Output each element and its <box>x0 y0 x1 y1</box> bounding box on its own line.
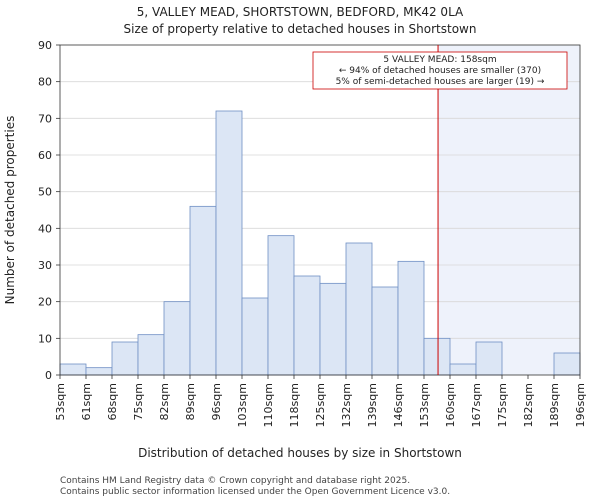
bar-82sqm <box>163 301 191 376</box>
y-tick-label: 10 <box>38 332 52 345</box>
bar-160sqm <box>449 363 477 376</box>
x-tick-label: 160sqm <box>444 383 457 427</box>
y-axis-label: Number of detached properties <box>3 116 17 305</box>
bar-68sqm <box>111 341 139 376</box>
bar-132sqm <box>345 242 373 376</box>
y-ticks: 0 10 20 30 40 50 60 70 80 90 <box>38 39 60 382</box>
bar-125sqm <box>319 282 347 376</box>
x-tick-label: 146sqm <box>392 383 405 427</box>
y-tick-label: 60 <box>38 149 52 162</box>
annotation-line-1: 5 VALLEY MEAD: 158sqm <box>383 55 496 65</box>
y-tick-label: 30 <box>38 259 52 272</box>
annotation-box <box>312 51 568 90</box>
x-ticks: 53sqm 61sqm 68sqm 75sqm 82sqm 89sqm 96sqm 103sq… <box>54 375 587 427</box>
x-tick-label: 167sqm <box>470 383 483 427</box>
x-tick-label: 82sqm <box>158 383 171 420</box>
y-tick-label: 20 <box>38 296 52 309</box>
x-tick-label: 118sqm <box>288 383 301 427</box>
bar-96sqm <box>215 110 243 376</box>
y-tick-label: 40 <box>38 222 52 235</box>
y-tick-label: 0 <box>45 369 52 382</box>
footer-line-1: Contains HM Land Registry data © Crown c… <box>60 476 410 486</box>
highlight-region <box>438 45 580 375</box>
x-tick-label: 182sqm <box>522 383 535 427</box>
bar-89sqm <box>189 205 217 376</box>
x-tick-label: 153sqm <box>418 383 431 427</box>
bar-61sqm <box>85 367 113 376</box>
annotation-line-2: ← 94% of detached houses are smaller (37… <box>339 66 541 76</box>
bar-146sqm <box>397 260 425 376</box>
y-tick-label: 90 <box>38 39 52 52</box>
x-tick-label: 53sqm <box>54 383 67 420</box>
bar-53sqm <box>59 363 87 376</box>
x-tick-label: 110sqm <box>262 383 275 427</box>
bar-167sqm <box>475 341 503 376</box>
x-tick-label: 189sqm <box>548 383 561 427</box>
x-tick-label: 196sqm <box>574 383 587 427</box>
y-tick-label: 70 <box>38 112 52 125</box>
x-tick-label: 61sqm <box>80 383 93 420</box>
footer-line-2: Contains public sector information licen… <box>60 487 450 497</box>
x-tick-label: 89sqm <box>184 383 197 420</box>
x-tick-label: 68sqm <box>106 383 119 420</box>
x-tick-label: 139sqm <box>366 383 379 427</box>
y-grid <box>60 81 580 339</box>
x-tick-label: 132sqm <box>340 383 353 427</box>
x-tick-label: 75sqm <box>132 383 145 420</box>
bar-75sqm <box>137 334 165 376</box>
bar-153sqm <box>423 337 451 376</box>
bar-139sqm <box>371 286 399 376</box>
x-tick-label: 175sqm <box>496 383 509 427</box>
chart-subtitle: Size of property relative to detached ho… <box>124 22 477 36</box>
bar-103sqm <box>241 297 269 376</box>
annotation-line-3: 5% of semi-detached houses are larger (1… <box>336 77 545 87</box>
chart-title: 5, VALLEY MEAD, SHORTSTOWN, BEDFORD, MK4… <box>137 5 464 19</box>
y-tick-label: 80 <box>38 76 52 89</box>
x-tick-label: 125sqm <box>314 383 327 427</box>
x-tick-label: 103sqm <box>236 383 249 427</box>
y-tick-label: 50 <box>38 186 52 199</box>
bar-110sqm <box>267 235 295 376</box>
x-axis-label: Distribution of detached houses by size … <box>138 446 462 460</box>
bar-118sqm <box>293 275 321 376</box>
bars <box>59 110 581 376</box>
x-tick-label: 96sqm <box>210 383 223 420</box>
bar-189sqm <box>553 352 581 376</box>
